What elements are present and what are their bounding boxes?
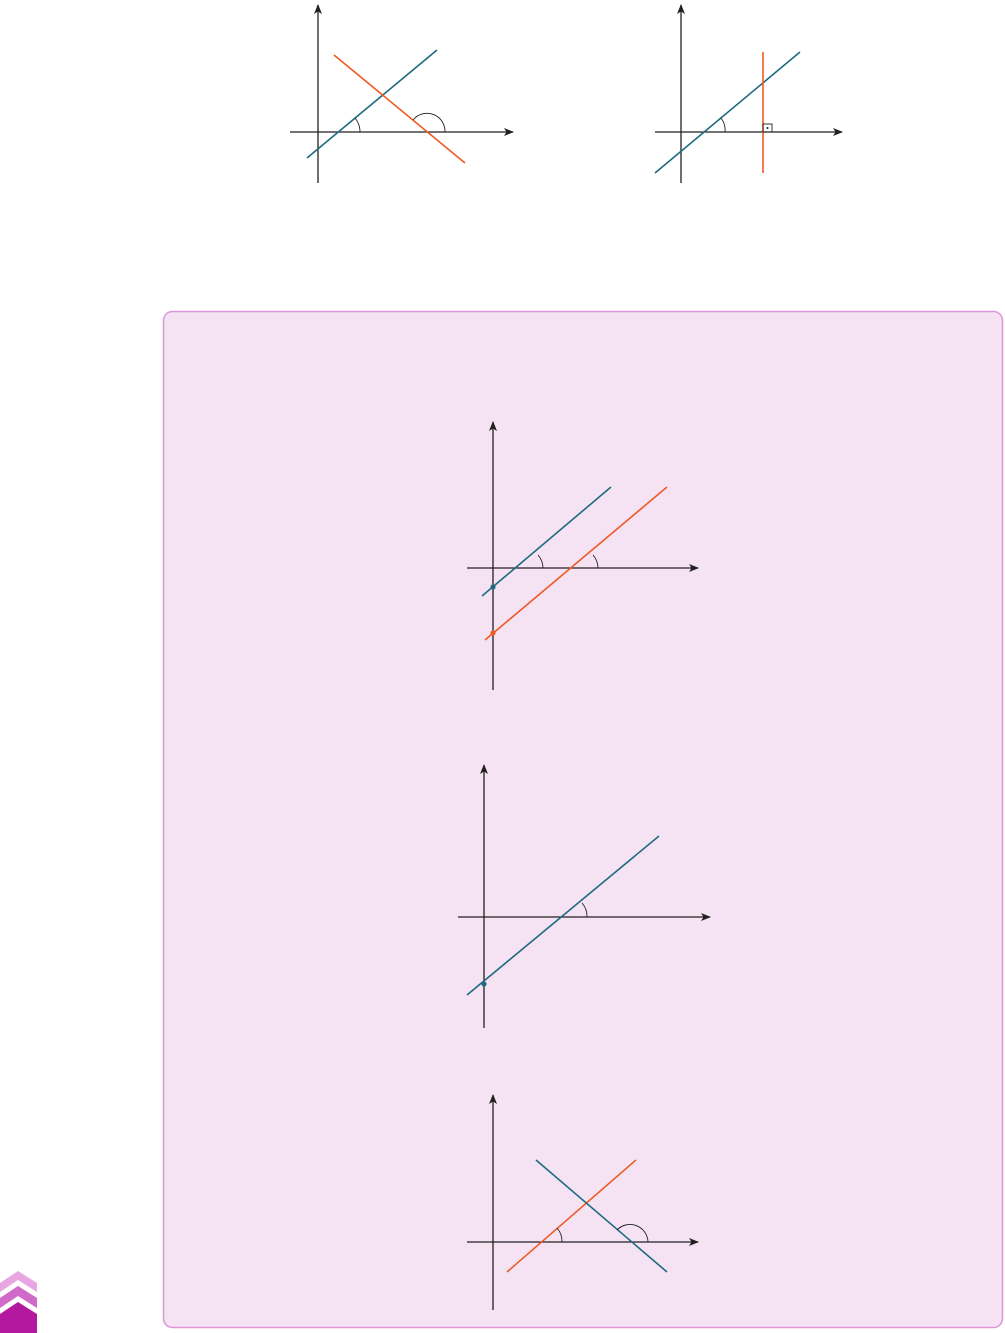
angle-arc <box>537 554 544 569</box>
angle-arc <box>616 1224 649 1243</box>
chevron <box>0 1302 37 1333</box>
line <box>535 1159 668 1273</box>
line <box>654 51 801 174</box>
right-angle-dot <box>766 127 769 129</box>
intercept-point <box>481 981 487 987</box>
line <box>333 54 466 164</box>
diagram-vertical-line <box>654 4 843 183</box>
chevron <box>0 1271 37 1292</box>
intercept-point <box>490 584 496 590</box>
line <box>506 1159 637 1273</box>
angle-arc <box>354 117 361 133</box>
diagram-crossing-lines <box>467 1094 699 1310</box>
right-angle-mark <box>762 123 773 133</box>
chevron-icon <box>0 1271 37 1333</box>
diagram-intersecting-lines <box>290 4 514 183</box>
diagram-parallel-lines <box>467 421 699 690</box>
highlight-box <box>162 310 1004 1329</box>
angle-arc <box>412 112 446 133</box>
angle-arc <box>720 117 726 133</box>
angle-arc <box>592 554 599 569</box>
line <box>466 835 660 996</box>
intercept-point <box>490 630 496 636</box>
line <box>481 486 612 597</box>
line <box>484 486 668 641</box>
chevron <box>0 1286 37 1308</box>
diagram-single-line <box>458 764 711 1028</box>
angle-arc <box>581 902 588 918</box>
angle-arc <box>556 1227 563 1243</box>
line <box>306 49 438 159</box>
